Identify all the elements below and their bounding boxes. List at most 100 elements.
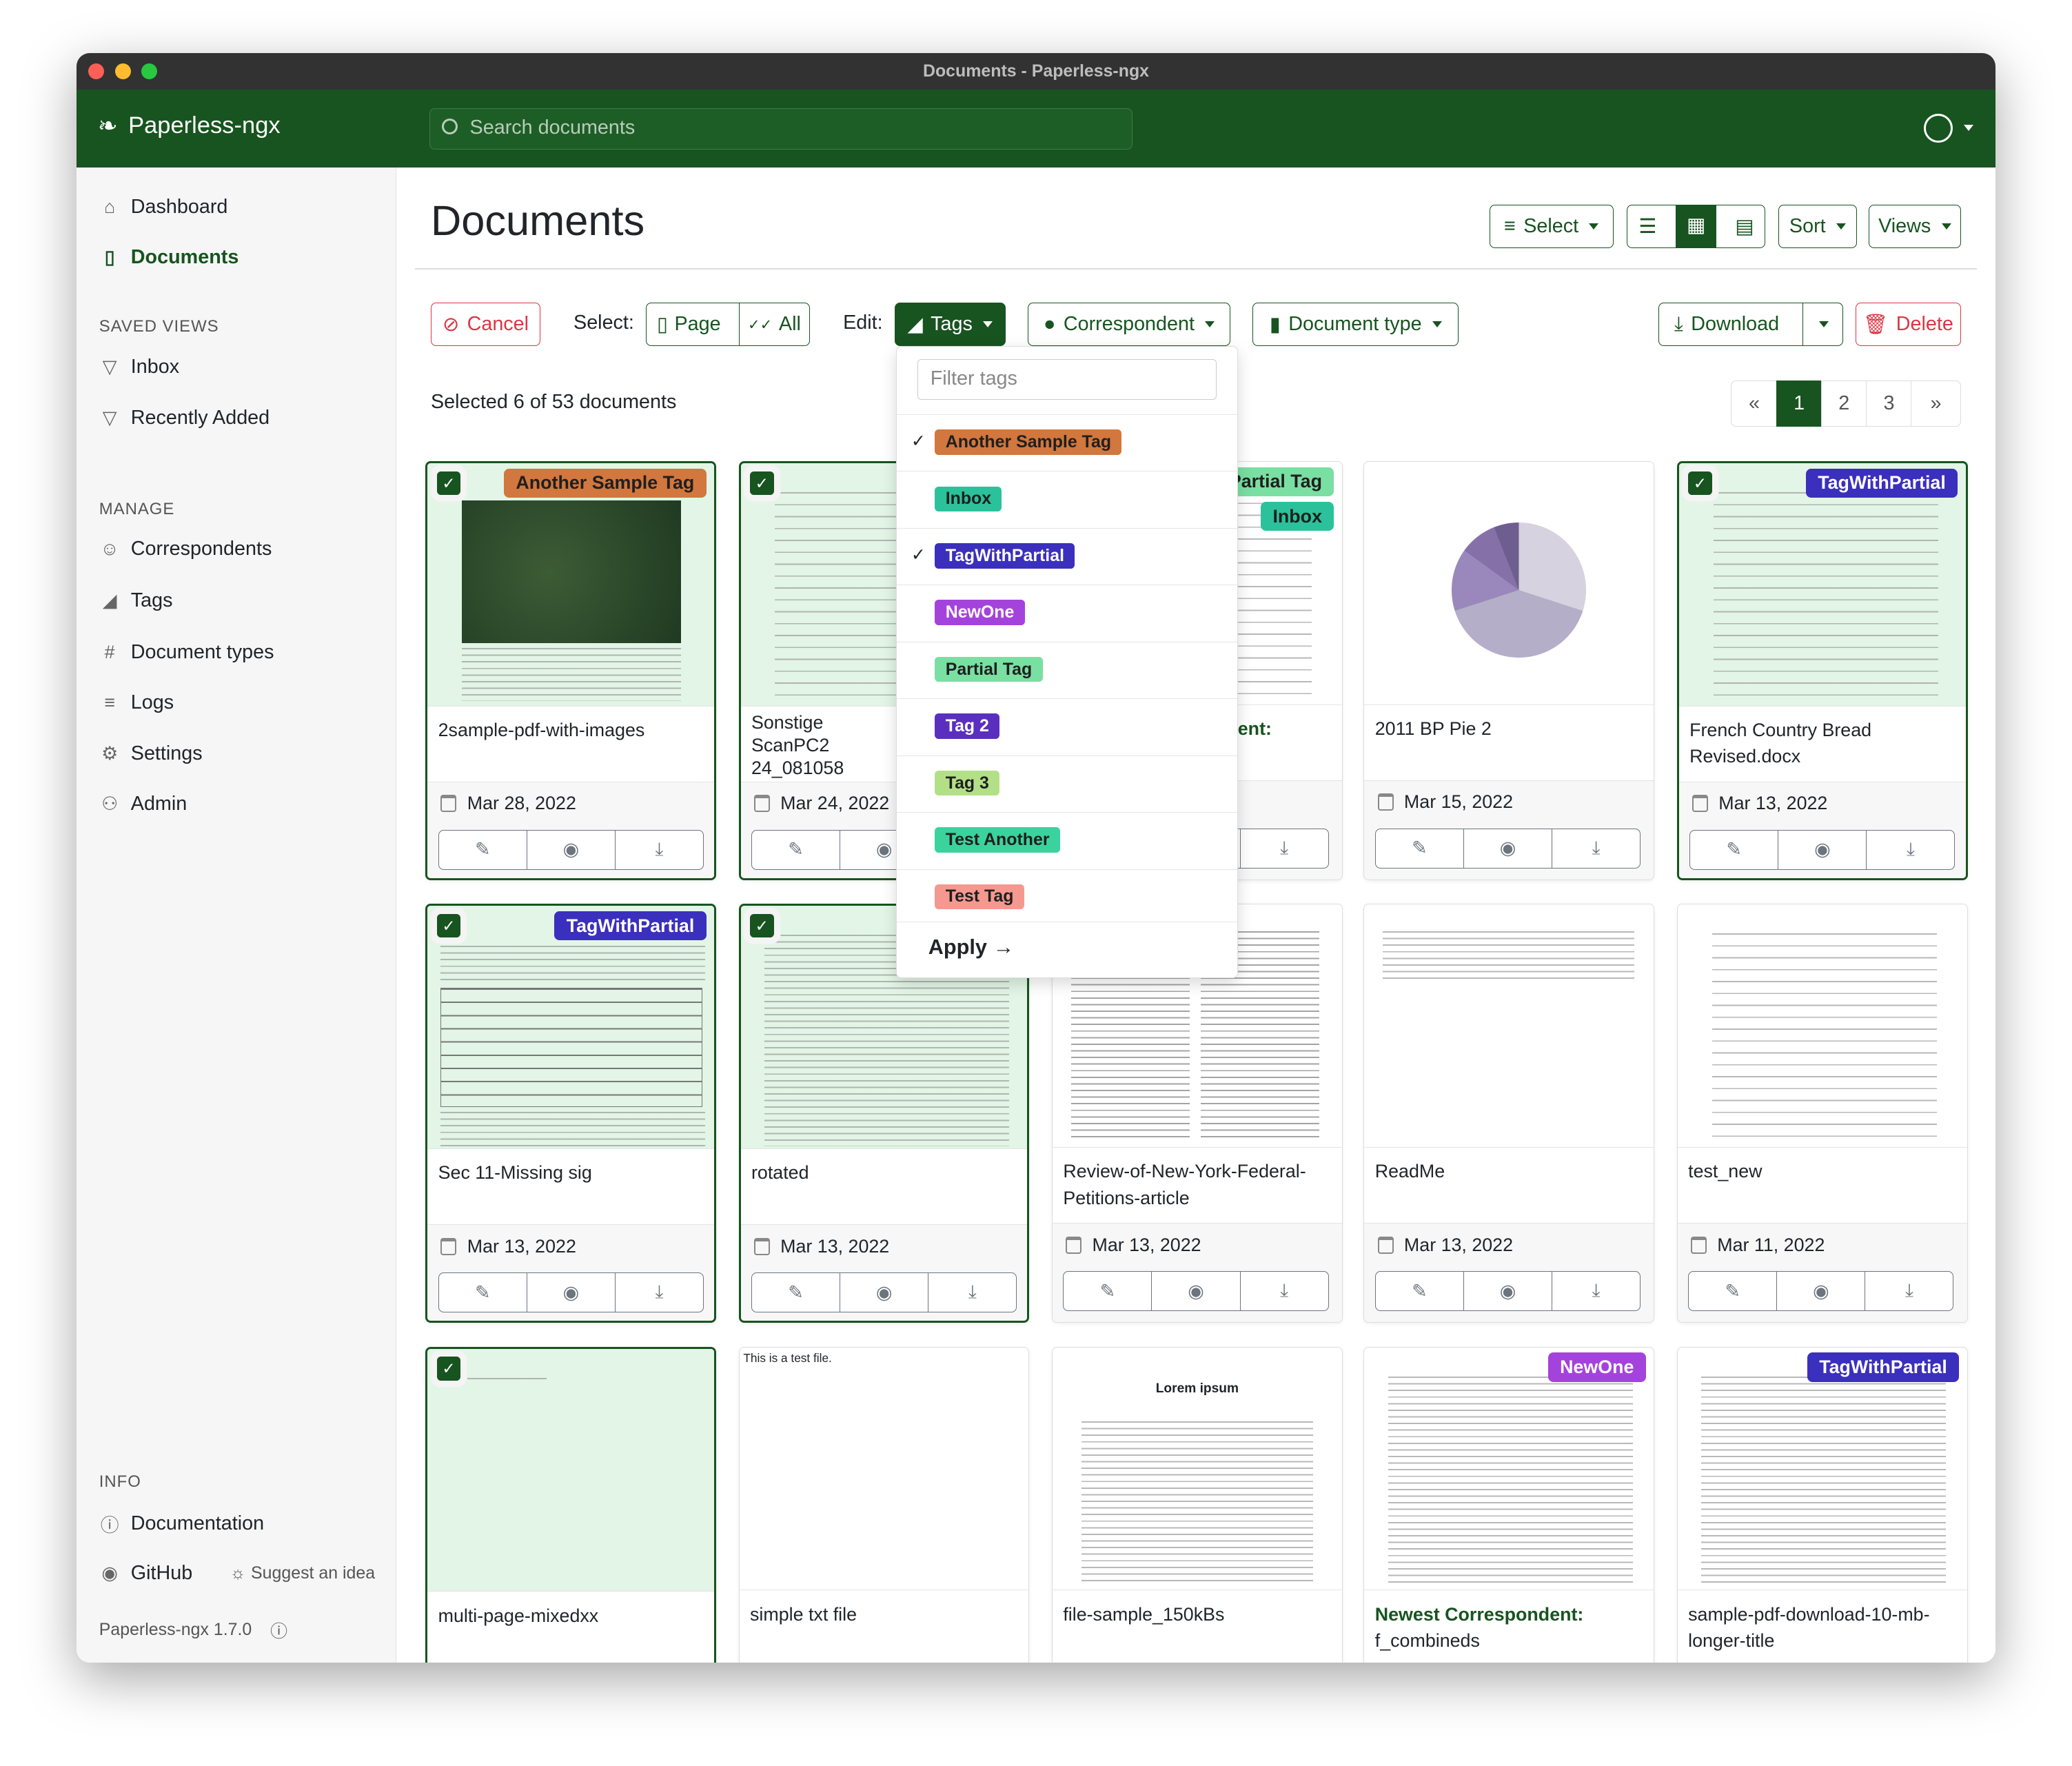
selected-checkbox[interactable]: ✓ xyxy=(1688,471,1712,496)
pagination-page-1[interactable]: 1 xyxy=(1776,380,1822,427)
sidebar-item-dashboard[interactable]: ⌂ Dashboard xyxy=(99,196,227,219)
apply-button[interactable]: Apply → xyxy=(896,922,1238,978)
preview-eye-icon[interactable]: ◉ xyxy=(1776,1272,1865,1310)
views-dropdown-button[interactable]: Views xyxy=(1868,205,1961,249)
maximize-window-button[interactable] xyxy=(141,63,158,79)
preview-eye-icon[interactable]: ◉ xyxy=(1151,1272,1239,1310)
preview-eye-icon[interactable]: ◉ xyxy=(1778,831,1866,869)
download-options-button[interactable] xyxy=(1802,303,1843,346)
pagination-page-2[interactable]: 2 xyxy=(1820,380,1867,427)
document-thumbnail[interactable] xyxy=(1364,1347,1654,1591)
preview-eye-icon[interactable]: ◉ xyxy=(1463,829,1552,868)
document-card[interactable]: TagWithPartial sample-pdf-download-10-mb-… xyxy=(1676,1346,1968,1663)
sidebar-item-tags[interactable]: ◢ Tags xyxy=(99,589,173,612)
selected-checkbox[interactable]: ✓ xyxy=(750,913,774,938)
tag-option[interactable]: ✓ Another Sample Tag xyxy=(896,414,1238,471)
document-card[interactable]: This is a test file.simple txt file✎◉⤓ xyxy=(738,1346,1030,1663)
document-card[interactable]: ✓ Another Sample Tag 2sample-pdf-with-imag… xyxy=(425,461,717,880)
document-thumbnail[interactable] xyxy=(1053,904,1342,1148)
selected-checkbox[interactable]: ✓ xyxy=(436,1357,461,1381)
sidebar-item-documents[interactable]: ▯ Documents xyxy=(99,246,239,269)
sidebar-item-documentation[interactable]: ⓘ Documentation xyxy=(99,1510,264,1537)
grid-view-button[interactable]: ▦ xyxy=(1676,205,1716,248)
correspondent-dropdown-button[interactable]: ● Correspondent xyxy=(1028,302,1230,347)
tags-dropdown-button[interactable]: ◢ Tags xyxy=(894,302,1006,347)
preview-eye-icon[interactable]: ◉ xyxy=(1463,1272,1552,1310)
sidebar-item-admin[interactable]: ⚇ Admin xyxy=(99,793,187,815)
edit-pencil-icon[interactable]: ✎ xyxy=(1412,838,1428,859)
document-thumbnail[interactable]: Lorem ipsum xyxy=(1053,1347,1342,1591)
edit-pencil-icon[interactable]: ✎ xyxy=(788,839,804,860)
tag-badge[interactable]: Inbox xyxy=(1261,501,1334,531)
sidebar-item-settings[interactable]: ⚙ Settings xyxy=(99,742,203,765)
preview-eye-icon[interactable]: ◉ xyxy=(840,831,928,869)
sidebar-item-correspondents[interactable]: ☺ Correspondents xyxy=(99,538,272,560)
tag-badge[interactable]: TagWithPartial xyxy=(554,911,707,941)
pagination-page-3[interactable]: 3 xyxy=(1865,380,1913,427)
tag-option[interactable]: ✓ TagWithPartial xyxy=(896,527,1238,585)
download-icon[interactable]: ⤓ xyxy=(1551,829,1640,868)
tag-badge[interactable]: TagWithPartial xyxy=(1807,1352,1960,1382)
pagination-prev[interactable]: « xyxy=(1731,380,1778,427)
cancel-button[interactable]: ⊘ Cancel xyxy=(430,302,541,347)
delete-button[interactable]: 🗑 Delete xyxy=(1855,302,1961,347)
edit-pencil-icon[interactable]: ✎ xyxy=(474,1281,491,1303)
preview-eye-icon[interactable]: ◉ xyxy=(526,1273,615,1312)
download-icon[interactable]: ⤓ xyxy=(928,1273,1016,1312)
document-thumbnail[interactable] xyxy=(1364,904,1654,1148)
minimize-window-button[interactable] xyxy=(114,63,131,79)
selected-checkbox[interactable]: ✓ xyxy=(436,913,461,938)
correspondent-label[interactable]: Newest Correspondent: xyxy=(1374,1603,1584,1625)
download-icon[interactable]: ⤓ xyxy=(1239,1272,1328,1310)
document-thumbnail[interactable] xyxy=(427,463,715,707)
info-circle-icon[interactable]: ⓘ xyxy=(270,1621,288,1641)
edit-pencil-icon[interactable]: ✎ xyxy=(788,1281,804,1303)
download-icon[interactable]: ⤓ xyxy=(1551,1272,1640,1310)
search-input[interactable]: Search documents xyxy=(429,108,1133,150)
tag-option[interactable]: Tag 3 xyxy=(896,755,1238,812)
document-thumbnail[interactable] xyxy=(427,906,715,1149)
tag-option[interactable]: Inbox xyxy=(896,471,1238,527)
list-view-button[interactable]: ☰ xyxy=(1638,216,1657,238)
document-thumbnail[interactable] xyxy=(1677,904,1967,1148)
large-card-view-button[interactable]: ▤ xyxy=(1735,216,1754,238)
preview-eye-icon[interactable]: ◉ xyxy=(526,831,615,869)
sidebar-item-inbox[interactable]: ▽ Inbox xyxy=(99,356,179,378)
document-card[interactable]: ReadMe Mar 13, 2022 ✎ ◉ ⤓ xyxy=(1363,904,1655,1323)
suggest-idea-link[interactable]: ☼ Suggest an idea xyxy=(230,1563,376,1583)
document-thumbnail[interactable] xyxy=(1677,1347,1967,1591)
edit-pencil-icon[interactable]: ✎ xyxy=(474,839,491,860)
download-button[interactable]: ⤓ Download xyxy=(1659,313,1794,336)
download-icon[interactable]: ⤓ xyxy=(1866,831,1954,869)
download-icon[interactable]: ⤓ xyxy=(1865,1272,1953,1310)
user-menu-button[interactable] xyxy=(1924,113,1973,143)
document-card[interactable]: ✓ TagWithPartial Sec 11-Missing sig Mar 13,… xyxy=(425,904,717,1323)
close-window-button[interactable] xyxy=(88,63,105,79)
tag-badge[interactable]: NewOne xyxy=(1547,1352,1646,1382)
select-all-button[interactable]: ✓✓ All xyxy=(738,303,809,346)
tag-option[interactable]: Test Tag xyxy=(896,869,1238,926)
download-icon[interactable]: ⤓ xyxy=(614,1273,703,1312)
edit-pencil-icon[interactable]: ✎ xyxy=(1725,1280,1740,1301)
preview-eye-icon[interactable]: ◉ xyxy=(840,1273,928,1312)
select-page-button[interactable]: ▯ Page xyxy=(647,312,731,336)
sidebar-item-logs[interactable]: ≡ Logs xyxy=(99,691,174,714)
download-icon[interactable]: ⤓ xyxy=(1239,829,1328,868)
filter-tags-input[interactable]: Filter tags xyxy=(917,358,1217,400)
app-logo[interactable]: ❧ Paperless-ngx xyxy=(98,112,281,140)
document-card[interactable]: 2011 BP Pie 2 Mar 15, 2022 ✎ ◉ ⤓ xyxy=(1363,461,1655,880)
edit-pencil-icon[interactable]: ✎ xyxy=(1412,1280,1428,1301)
document-thumbnail[interactable]: This is a test file. xyxy=(739,1347,1029,1591)
edit-pencil-icon[interactable]: ✎ xyxy=(1726,839,1742,860)
tag-option[interactable]: Partial Tag xyxy=(896,641,1238,698)
sidebar-item-recently-added[interactable]: ▽ Recently Added xyxy=(99,407,270,429)
pagination-next[interactable]: » xyxy=(1911,380,1961,427)
document-thumbnail[interactable] xyxy=(427,1348,715,1592)
tag-badge[interactable]: TagWithPartial xyxy=(1805,468,1958,498)
document-thumbnail[interactable] xyxy=(1364,462,1654,705)
document-type-dropdown-button[interactable]: ▮ Document type xyxy=(1252,302,1459,347)
selected-checkbox[interactable]: ✓ xyxy=(436,471,461,496)
document-card[interactable]: test_new Mar 11, 2022 ✎ ◉ ⤓ xyxy=(1676,904,1968,1323)
